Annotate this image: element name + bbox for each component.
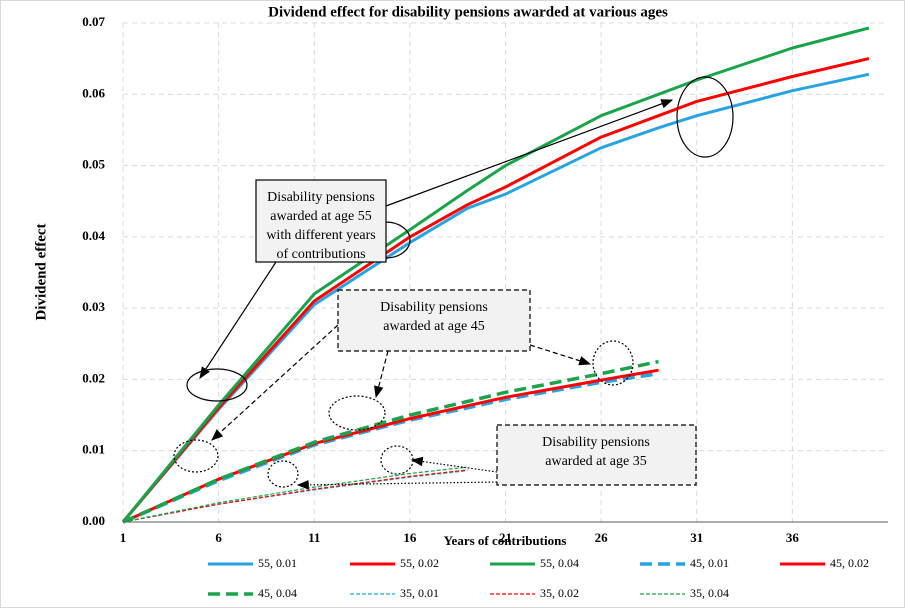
- annotation-box: [337, 289, 531, 352]
- arrow: [529, 344, 592, 366]
- y-tick-label: 0.03: [82, 299, 105, 314]
- legend-label: 35, 0.02: [540, 586, 579, 600]
- x-tick-label: 11: [308, 530, 320, 545]
- x-tick-label: 16: [403, 530, 417, 545]
- y-axis-label: Dividend effect: [33, 223, 49, 320]
- series-line: [122, 359, 659, 524]
- legend-label: 45, 0.04: [258, 586, 297, 600]
- annotation-box: [496, 424, 697, 486]
- x-tick-label: 21: [499, 530, 512, 545]
- arrow: [385, 99, 674, 207]
- series-line: [122, 466, 468, 523]
- ellipse: [173, 439, 219, 473]
- legend-label: 55, 0.01: [258, 556, 297, 570]
- annotations: [173, 76, 734, 490]
- y-tick-label: 0.05: [82, 157, 105, 172]
- arrow: [199, 261, 277, 380]
- x-tick-label: 26: [595, 530, 609, 545]
- series-line: [121, 72, 870, 523]
- ellipse: [328, 395, 386, 431]
- legend-label: 55, 0.04: [540, 556, 579, 570]
- x-tick-label: 1: [120, 530, 127, 545]
- x-tick-label: 36: [786, 530, 800, 545]
- annotation-text: awarded at age 55: [270, 209, 371, 224]
- y-tick-label: 0.07: [82, 14, 105, 29]
- y-tick-label: 0.06: [82, 85, 105, 100]
- arrow: [296, 480, 498, 490]
- legend-label: 35, 0.04: [690, 586, 729, 600]
- series-line: [121, 26, 870, 523]
- series-line: [122, 368, 659, 524]
- annotation-text: Disability pensions: [380, 300, 488, 315]
- y-tick-label: 0.00: [82, 513, 105, 528]
- annotation-text: of contributions: [276, 247, 365, 262]
- series-line: [122, 470, 468, 523]
- chart-title: Dividend effect for disability pensions …: [268, 4, 668, 20]
- series-line: [122, 371, 659, 524]
- annotation-text: Disability pensions: [267, 190, 375, 205]
- annotation-text: Disability pensions: [542, 435, 650, 450]
- legend-label: 35, 0.01: [400, 586, 439, 600]
- annotation-text: awarded at age 45: [383, 319, 484, 334]
- ellipse: [676, 76, 734, 158]
- legend-label: 45, 0.01: [690, 556, 729, 570]
- x-axis-label: Years of contributions: [444, 533, 567, 548]
- ellipse: [592, 340, 634, 386]
- ellipse: [267, 460, 299, 488]
- plot: [121, 26, 870, 524]
- ellipse: [186, 368, 248, 402]
- series-line: [122, 469, 468, 523]
- legend-label: 45, 0.02: [830, 556, 869, 570]
- x-tick-label: 31: [690, 530, 703, 545]
- y-tick-label: 0.02: [82, 370, 105, 385]
- y-tick-label: 0.01: [82, 442, 105, 457]
- series-line: [121, 57, 870, 523]
- y-tick-label: 0.04: [82, 228, 105, 243]
- arrow: [211, 324, 339, 441]
- x-tick-label: 6: [215, 530, 222, 545]
- annotation-text: with different years: [266, 228, 375, 243]
- annotation-box: [255, 179, 387, 263]
- legend-label: 55, 0.02: [400, 556, 439, 570]
- arrow: [410, 456, 498, 473]
- annotation-text: awarded at age 35: [545, 454, 646, 469]
